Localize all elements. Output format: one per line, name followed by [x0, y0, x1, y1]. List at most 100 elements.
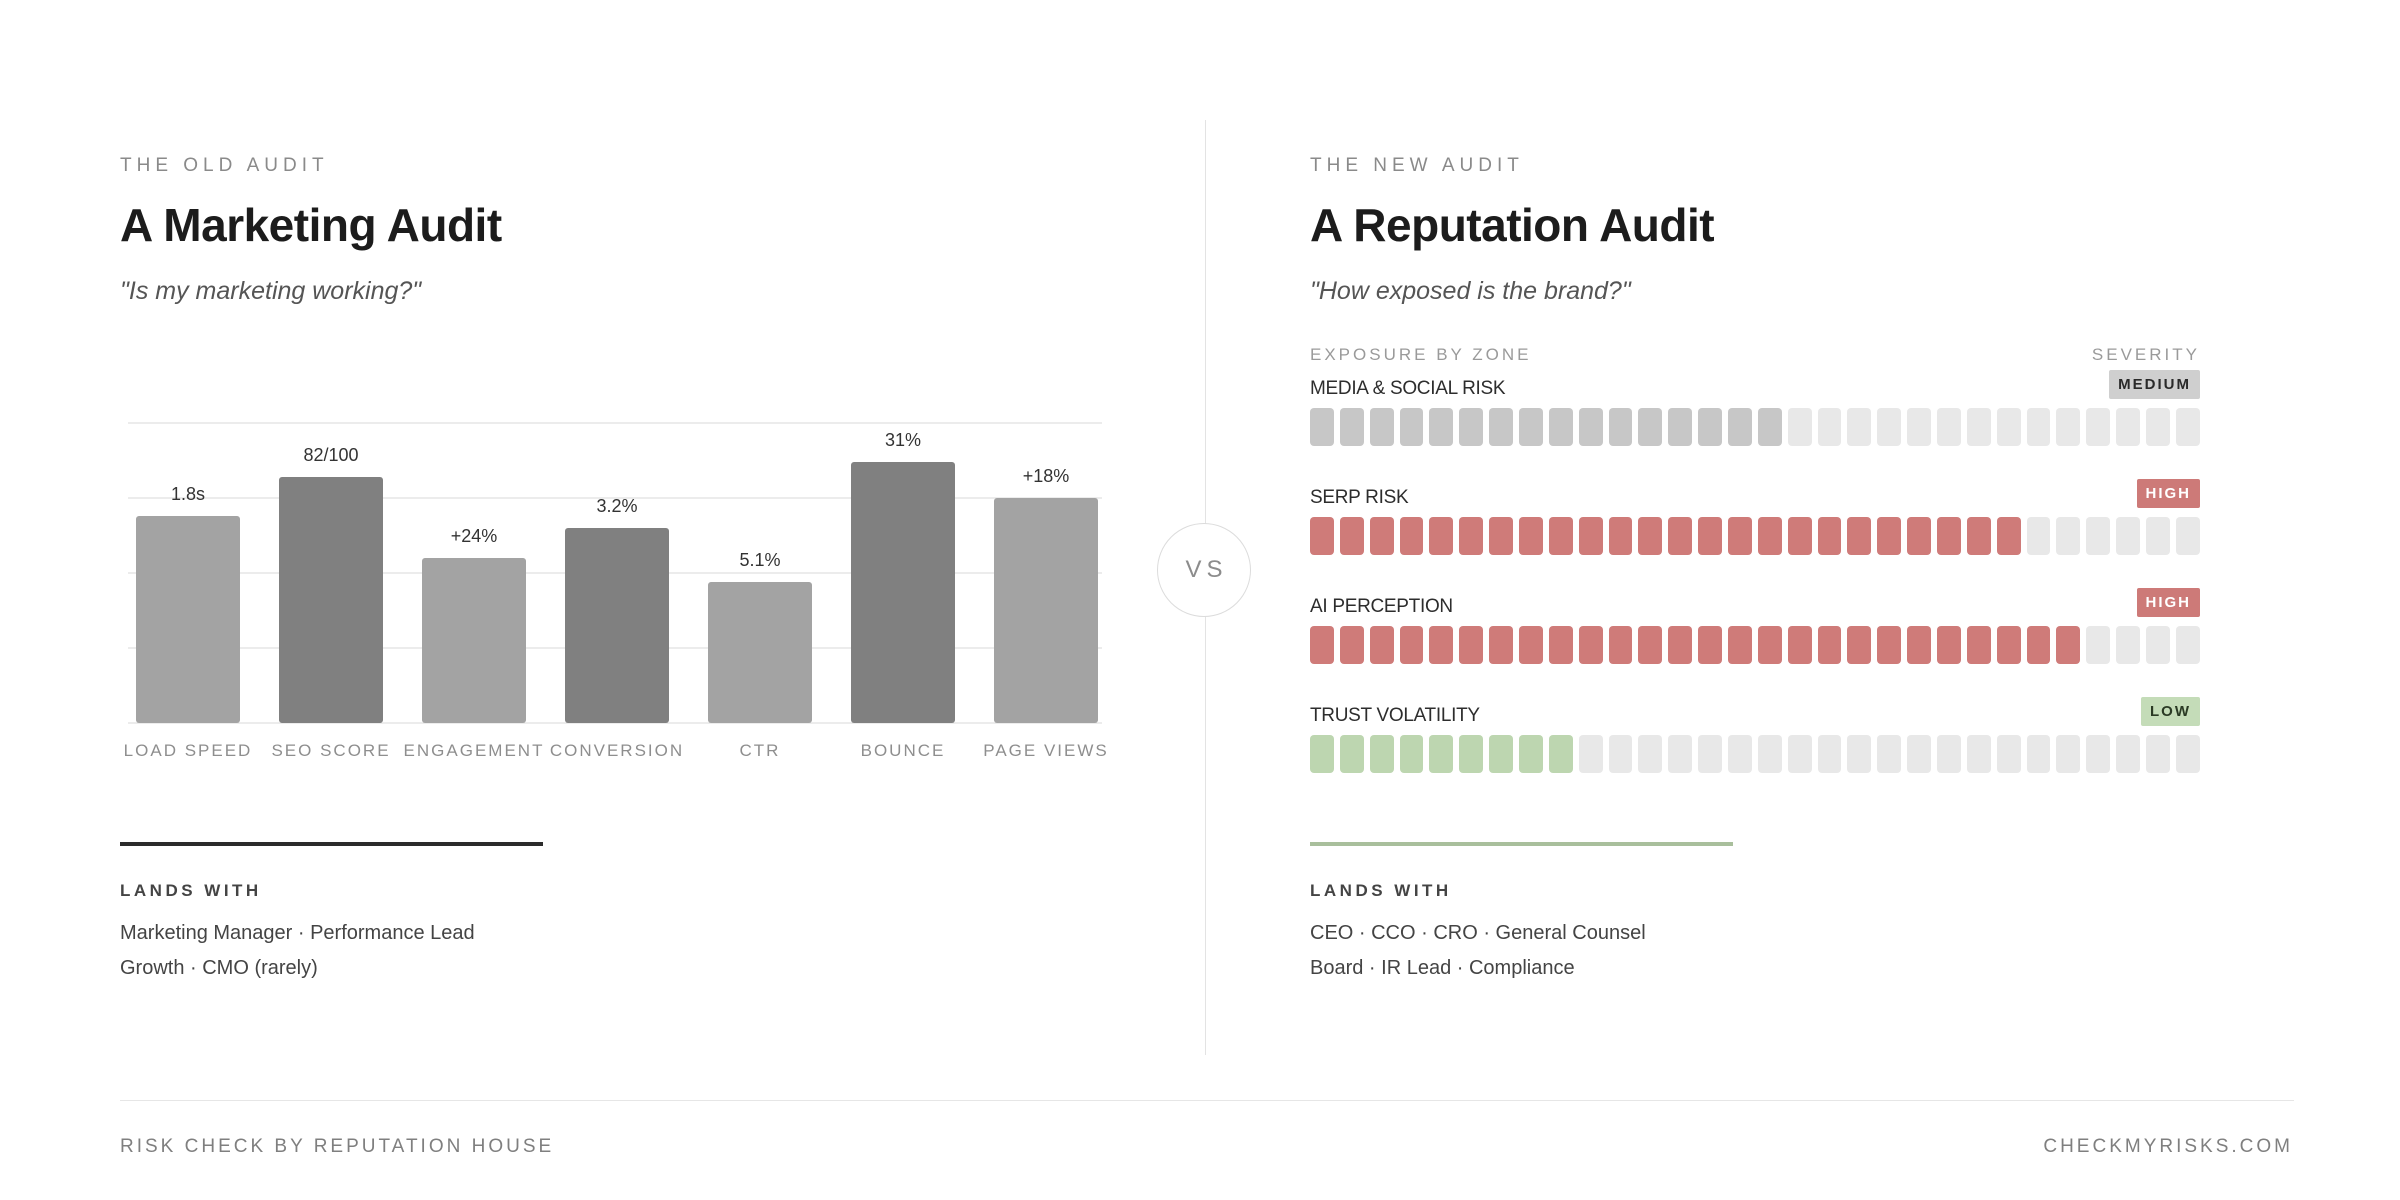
- meter-segment-empty: [1966, 408, 1991, 446]
- meter-segment-filled: [1728, 408, 1752, 446]
- meter-segment-filled: [1668, 408, 1693, 446]
- meter-segment-empty: [1817, 735, 1842, 773]
- severity-badge: HIGH: [2136, 479, 2200, 508]
- meter-segment-empty: [2056, 408, 2081, 446]
- meter-segment-empty: [1937, 408, 1961, 446]
- old-lands-with-label: LANDS WITH: [120, 881, 262, 900]
- meter-segment-filled: [1429, 735, 1454, 773]
- bar-data-label: 82/100: [303, 445, 358, 465]
- bar-data-label: +18%: [1023, 466, 1070, 486]
- exposure-header: EXPOSURE BY ZONE SEVERITY: [1310, 345, 2200, 365]
- zone-header: MEDIA & SOCIAL RISK MEDIUM: [1310, 370, 2200, 408]
- bar-category-label: ENGAGEMENT: [404, 741, 545, 760]
- meter-segment-empty: [2116, 517, 2141, 555]
- meter-segment-empty: [2116, 408, 2141, 446]
- meter-segment-filled: [1847, 626, 1872, 664]
- meter-segment-filled: [1937, 517, 1961, 555]
- meter-segment-empty: [1847, 735, 1872, 773]
- meter-segment-filled: [1489, 408, 1514, 446]
- meter-segment-filled: [1668, 626, 1693, 664]
- meter-segment-filled: [1757, 626, 1782, 664]
- exposure-meter: [1310, 735, 2200, 773]
- meter-segment-filled: [1608, 517, 1633, 555]
- meter-segment-filled: [1728, 517, 1752, 555]
- meter-segment-empty: [1847, 408, 1872, 446]
- meter-segment-empty: [2175, 408, 2200, 446]
- meter-segment-filled: [1698, 517, 1723, 555]
- meter-segment-filled: [1966, 517, 1991, 555]
- chart-bar: [565, 528, 669, 723]
- old-audit-title: A Marketing Audit: [120, 199, 502, 251]
- exposure-meter: [1310, 517, 2200, 555]
- exposure-zone: TRUST VOLATILITY LOW: [1310, 697, 2200, 797]
- meter-segment-filled: [1787, 517, 1812, 555]
- meter-segment-filled: [1578, 626, 1603, 664]
- meter-segment-filled: [1369, 517, 1394, 555]
- exposure-zone: AI PERCEPTION HIGH: [1310, 588, 2200, 688]
- meter-segment-filled: [1638, 517, 1663, 555]
- chart-bar: [279, 477, 383, 723]
- meter-segment-filled: [1399, 517, 1424, 555]
- zone-name: TRUST VOLATILITY: [1310, 705, 1480, 726]
- meter-segment-filled: [1369, 735, 1394, 773]
- meter-segment-filled: [1339, 626, 1364, 664]
- meter-segment-filled: [1578, 408, 1603, 446]
- meter-segment-filled: [1548, 735, 1573, 773]
- meter-segment-filled: [1757, 408, 1782, 446]
- meter-segment-filled: [1757, 517, 1782, 555]
- meter-segment-empty: [2146, 735, 2170, 773]
- vs-badge: VS: [1157, 523, 1251, 617]
- footer-website-link[interactable]: CHECKMYRISKS.COM: [2043, 1136, 2293, 1157]
- meter-segment-empty: [2116, 626, 2141, 664]
- meter-segment-empty: [2146, 408, 2170, 446]
- meter-segment-empty: [1996, 408, 2021, 446]
- meter-segment-filled: [1548, 626, 1573, 664]
- meter-segment-empty: [1817, 408, 1842, 446]
- meter-segment-empty: [2175, 626, 2200, 664]
- meter-segment-empty: [2116, 735, 2141, 773]
- meter-segment-filled: [1608, 408, 1633, 446]
- meter-segment-filled: [1877, 517, 1902, 555]
- meter-segment-empty: [2056, 735, 2081, 773]
- severity-label: SEVERITY: [2091, 345, 2200, 364]
- meter-segment-filled: [1489, 517, 1514, 555]
- meter-segment-filled: [1399, 735, 1424, 773]
- meter-segment-empty: [1757, 735, 1782, 773]
- old-audit-question: "Is my marketing working?": [120, 277, 422, 305]
- meter-segment-empty: [2086, 626, 2111, 664]
- new-audit-title: A Reputation Audit: [1310, 199, 1715, 251]
- meter-segment-filled: [1728, 626, 1752, 664]
- old-lands-with-line-2: Growth · CMO (rarely): [120, 957, 318, 979]
- meter-segment-filled: [1907, 517, 1932, 555]
- meter-segment-empty: [1668, 735, 1693, 773]
- meter-segment-empty: [1787, 735, 1812, 773]
- meter-segment-filled: [1459, 517, 1484, 555]
- meter-segment-empty: [1608, 735, 1633, 773]
- bar-category-label: SEO SCORE: [271, 741, 390, 760]
- meter-segment-empty: [2086, 735, 2111, 773]
- meter-segment-empty: [2086, 517, 2111, 555]
- meter-segment-filled: [1310, 735, 1334, 773]
- meter-segment-filled: [1519, 517, 1543, 555]
- meter-segment-filled: [1996, 517, 2021, 555]
- meter-segment-filled: [1698, 626, 1723, 664]
- meter-segment-filled: [1668, 517, 1693, 555]
- bar-category-label: CONVERSION: [550, 741, 684, 760]
- meter-segment-filled: [2026, 626, 2051, 664]
- new-lands-with-line-1: CEO · CCO · CRO · General Counsel: [1310, 922, 1646, 944]
- meter-segment-filled: [1519, 408, 1543, 446]
- meter-segment-filled: [1638, 408, 1663, 446]
- bar-data-label: 1.8s: [171, 484, 205, 504]
- meter-segment-filled: [1966, 626, 1991, 664]
- meter-segment-filled: [1608, 626, 1633, 664]
- new-audit-accent-line: [1310, 842, 1733, 846]
- meter-segment-empty: [1907, 735, 1932, 773]
- meter-segment-filled: [1787, 626, 1812, 664]
- meter-segment-filled: [1399, 408, 1424, 446]
- meter-segment-filled: [1429, 517, 1454, 555]
- zone-header: SERP RISK HIGH: [1310, 479, 2200, 517]
- bar-data-label: 5.1%: [739, 550, 780, 570]
- zone-header: AI PERCEPTION HIGH: [1310, 588, 2200, 626]
- meter-segment-empty: [2026, 735, 2051, 773]
- bar-data-label: 3.2%: [596, 496, 637, 516]
